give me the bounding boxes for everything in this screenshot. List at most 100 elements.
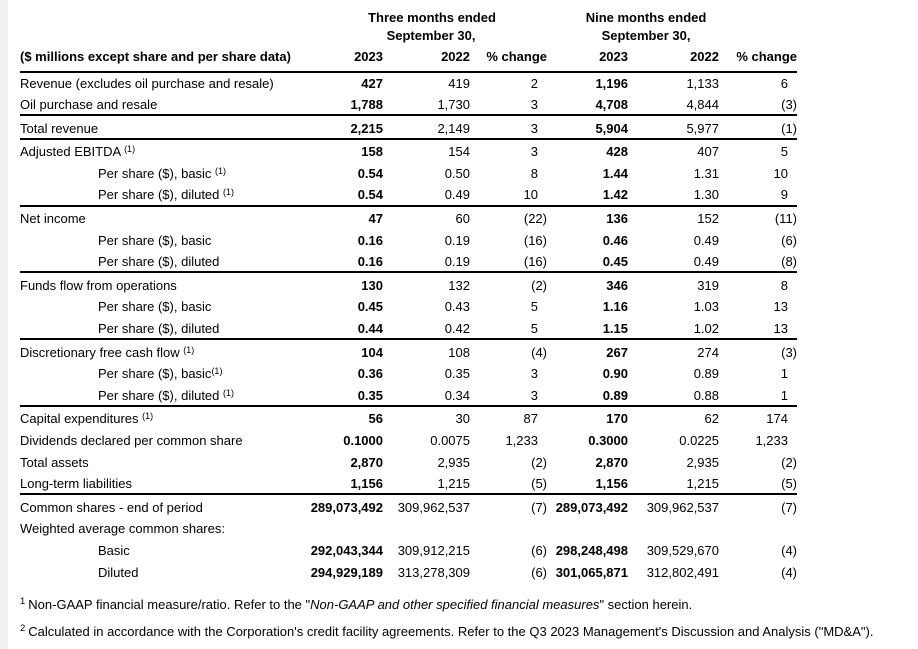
group-header-three-months: Three months ended <box>368 10 496 25</box>
cell-value: 301,065,871 <box>555 564 628 580</box>
footnote: 1 Non-GAAP financial measure/ratio. Refer… <box>20 596 693 612</box>
cell-value: 309,962,537 <box>646 499 719 515</box>
cell-value: 0.89 <box>693 366 719 382</box>
row-label: Per share ($), diluted (1) <box>98 387 235 403</box>
footnote-reference: (1) <box>215 165 227 176</box>
cell-value: (3) <box>781 344 797 360</box>
cell-value: 0.90 <box>602 366 628 382</box>
table-row: Per share ($), basic 0.16 0.19 (16) 0.46 0.49… <box>20 230 797 252</box>
cell-value: (4) <box>531 344 547 360</box>
cell-value: 1.16 <box>602 299 628 315</box>
cell-value: 5 <box>780 144 788 160</box>
cell-value: 0.88 <box>693 387 719 403</box>
footnote-italic-text: Non-GAAP and other specified financial m… <box>310 597 600 612</box>
table-row: Long-term liabilities 1,156 1,215 (5) 1,156 1… <box>20 474 797 496</box>
cell-value: 5 <box>530 299 538 315</box>
cell-value: 108 <box>448 344 470 360</box>
cell-value: 1.30 <box>693 187 719 203</box>
cell-value: (16) <box>523 232 547 248</box>
cell-value: 1,156 <box>595 476 628 492</box>
cell-value: 0.34 <box>444 387 470 403</box>
footnote-reference: (1) <box>211 366 223 377</box>
table-row: Diluted 294,929,189 313,278,309 (6) 301,065,… <box>20 562 797 584</box>
cell-value: 1.02 <box>693 321 719 337</box>
cell-value: 6 <box>780 75 788 91</box>
row-label: Long-term liabilities <box>20 476 132 492</box>
footnote-marker: 2 <box>20 623 26 634</box>
cell-value: 2,149 <box>437 120 470 136</box>
cell-value: 154 <box>448 144 470 160</box>
cell-value: 312,802,491 <box>646 564 719 580</box>
row-label: Per share ($), diluted <box>98 321 220 337</box>
table-row: Total assets 2,870 2,935 (2) 2,870 2,935 (2) <box>20 452 797 474</box>
cell-value: 8 <box>780 277 788 293</box>
cell-value: 0.35 <box>444 366 470 382</box>
cell-value: 1.42 <box>602 187 628 203</box>
cell-value: 0.36 <box>357 366 383 382</box>
row-label: Discretionary free cash flow (1) <box>20 344 195 360</box>
cell-value: 0.0225 <box>679 433 719 448</box>
cell-value: 0.44 <box>357 321 383 337</box>
cell-value: 292,043,344 <box>310 542 383 558</box>
financial-summary-table: Three months ended September 30, Nine mo… <box>20 8 797 584</box>
cell-value: 1,196 <box>595 75 628 91</box>
row-label: Total assets <box>20 454 89 470</box>
cell-value: 87 <box>523 411 538 427</box>
footnote-reference: (1) <box>142 411 154 422</box>
cell-value: 3 <box>530 366 538 382</box>
cell-value: (2) <box>781 454 797 470</box>
column-header-pct-change-ytd: % change <box>736 49 797 64</box>
page-edge-strip <box>0 0 8 649</box>
cell-value: 3 <box>530 387 538 403</box>
table-row: Basic 292,043,344 309,912,215 (6) 298,248,49… <box>20 540 797 562</box>
cell-value: 309,962,537 <box>397 499 470 515</box>
table-row: Common shares - end of period 289,073,492… <box>20 497 797 519</box>
table-rows: Revenue (excludes oil purchase and resal… <box>20 73 797 584</box>
cell-value: (7) <box>531 499 547 515</box>
cell-value: 1.44 <box>602 165 628 181</box>
cell-value: 346 <box>606 277 628 293</box>
cell-value: 2,870 <box>595 454 628 470</box>
cell-value: 1.31 <box>693 165 719 181</box>
cell-value: 2,870 <box>350 454 383 470</box>
table-row: Per share ($), basic(1) 0.36 0.35 3 0.90 0.89… <box>20 364 797 386</box>
cell-value: 0.49 <box>693 232 719 248</box>
table-row: Revenue (excludes oil purchase and resal… <box>20 73 797 95</box>
footnotes: 1 Non-GAAP financial measure/ratio. Refer… <box>20 594 910 648</box>
table-row: Adjusted EBITDA (1) 158 154 3 428 407 5 <box>20 142 797 164</box>
cell-value: 0.16 <box>357 254 383 270</box>
cell-value: 1 <box>780 387 788 403</box>
row-label: Diluted <box>98 564 139 580</box>
cell-value: 0.45 <box>602 254 628 270</box>
table-row: Total revenue 2,215 2,149 3 5,904 5,977 (1) <box>20 118 797 140</box>
table-row: Dividends declared per common share 0.100… <box>20 431 797 453</box>
cell-value: 1,730 <box>437 97 470 113</box>
table-row: Discretionary free cash flow (1) 104 108 (4… <box>20 342 797 364</box>
cell-value: 2,215 <box>350 120 383 136</box>
row-label: Common shares - end of period <box>20 499 203 515</box>
cell-value: 30 <box>455 411 470 427</box>
cell-value: 428 <box>606 144 628 160</box>
cell-value: 130 <box>361 277 383 293</box>
cell-value: 289,073,492 <box>310 499 383 515</box>
table-row: Oil purchase and resale 1,788 1,730 3 4,708 4… <box>20 95 797 117</box>
cell-value: 0.89 <box>602 387 628 403</box>
cell-value: 407 <box>697 144 719 160</box>
cell-value: (1) <box>781 120 797 136</box>
cell-value: 0.0075 <box>430 433 470 448</box>
cell-value: 3 <box>530 144 538 160</box>
cell-value: 294,929,189 <box>310 564 383 580</box>
cell-value: 2 <box>530 75 538 91</box>
cell-value: 62 <box>704 411 719 427</box>
cell-value: 4,844 <box>686 97 719 113</box>
cell-value: 289,073,492 <box>555 499 628 515</box>
column-header-pct-change-q: % change <box>486 49 547 64</box>
cell-value: 1,215 <box>437 476 470 492</box>
cell-value: 3 <box>530 97 538 113</box>
cell-value: 0.42 <box>444 321 470 337</box>
cell-value: 10 <box>523 187 538 203</box>
table-row: Funds flow from operations 130 132 (2) 346 31… <box>20 275 797 297</box>
row-label: Revenue (excludes oil purchase and resal… <box>20 75 274 91</box>
cell-value: 0.54 <box>357 165 383 181</box>
row-label: Per share ($), basic (1) <box>98 165 227 181</box>
